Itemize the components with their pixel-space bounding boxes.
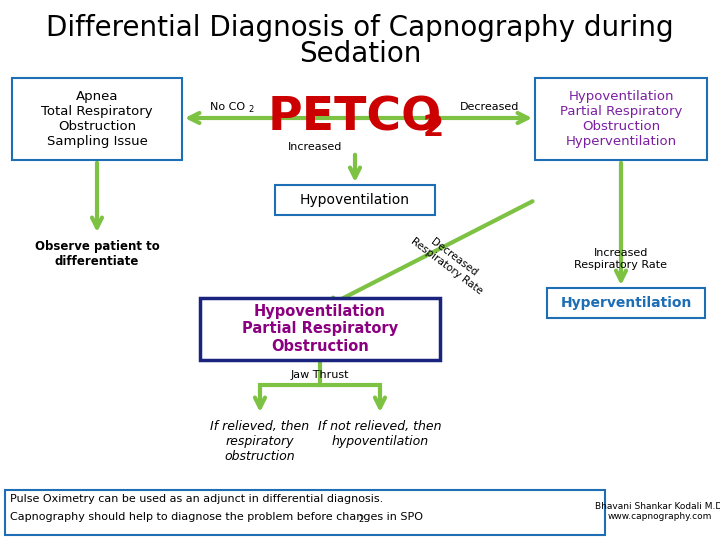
Text: No CO: No CO <box>210 102 245 112</box>
Text: Hyperventilation: Hyperventilation <box>560 296 692 310</box>
FancyBboxPatch shape <box>5 490 605 535</box>
Text: Jaw Thrust: Jaw Thrust <box>291 370 349 380</box>
Text: Capnography should help to diagnose the problem before changes in SPO: Capnography should help to diagnose the … <box>10 512 423 522</box>
Text: Differential Diagnosis of Capnography during: Differential Diagnosis of Capnography du… <box>46 14 674 42</box>
Text: Hypoventilation
Partial Respiratory
Obstruction
Hyperventilation: Hypoventilation Partial Respiratory Obst… <box>560 90 682 148</box>
Text: If not relieved, then
hypoventilation: If not relieved, then hypoventilation <box>318 420 442 448</box>
FancyBboxPatch shape <box>275 185 435 215</box>
Text: Decreased
Respiratory Rate: Decreased Respiratory Rate <box>409 227 491 297</box>
FancyBboxPatch shape <box>535 78 707 160</box>
Text: If relieved, then
respiratory
obstruction: If relieved, then respiratory obstructio… <box>210 420 310 463</box>
Text: Hypoventilation
Partial Respiratory
Obstruction: Hypoventilation Partial Respiratory Obst… <box>242 304 398 354</box>
Text: Decreased: Decreased <box>460 102 520 112</box>
Text: 2: 2 <box>358 515 364 524</box>
FancyBboxPatch shape <box>200 298 440 360</box>
Text: Apnea
Total Respiratory
Obstruction
Sampling Issue: Apnea Total Respiratory Obstruction Samp… <box>41 90 153 148</box>
Text: Observe patient to
differentiate: Observe patient to differentiate <box>35 240 159 268</box>
Text: Pulse Oximetry can be used as an adjunct in differential diagnosis.: Pulse Oximetry can be used as an adjunct… <box>10 494 383 504</box>
Text: Increased: Increased <box>288 142 342 152</box>
FancyBboxPatch shape <box>12 78 182 160</box>
Text: Hypoventilation: Hypoventilation <box>300 193 410 207</box>
Text: Sedation: Sedation <box>299 40 421 68</box>
Text: Increased
Respiratory Rate: Increased Respiratory Rate <box>575 248 667 269</box>
Text: Bhavani Shankar Kodali M.D.
www.capnography.com: Bhavani Shankar Kodali M.D. www.capnogra… <box>595 502 720 522</box>
Text: PETCO: PETCO <box>268 96 442 140</box>
Text: 2: 2 <box>248 105 253 114</box>
FancyBboxPatch shape <box>547 288 705 318</box>
Text: 2: 2 <box>423 113 444 143</box>
